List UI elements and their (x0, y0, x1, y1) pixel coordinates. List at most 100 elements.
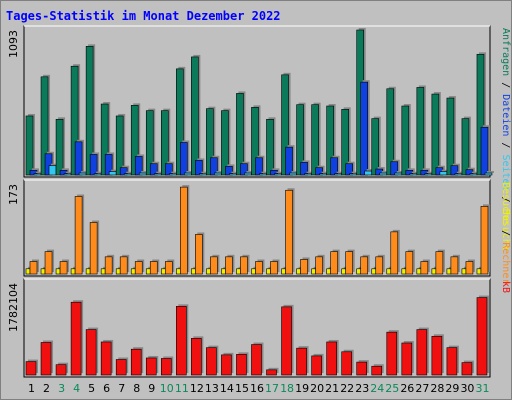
bar-requests-anfragen-day-1 (25, 115, 34, 176)
bar-visits-besuche-day-1 (25, 268, 31, 275)
x-tick-label-day-9: 9 (148, 382, 155, 395)
bar-requests-seiten-day-6 (108, 171, 117, 176)
bar-requests-dateien-day-5 (89, 154, 98, 176)
x-tick-label-day-3: 3 (58, 382, 65, 395)
bar-traffic-kb-day-25 (386, 331, 398, 376)
bar-traffic-kb-day-8 (130, 348, 142, 376)
bar-requests-seiten-day-16 (259, 173, 267, 176)
bar-visits-rechner-day-6 (104, 256, 113, 275)
bar-visits-besuche-day-23 (356, 268, 362, 275)
bar-requests-seiten-day-12-shadow (201, 171, 209, 173)
legend-part: / (500, 191, 511, 209)
bar-requests-seiten-day-6-shadow (111, 169, 119, 173)
bar-requests-seiten-day-11 (184, 172, 192, 176)
bar-visits-rechner-day-14 (225, 256, 233, 275)
bar-requests-seiten-day-25 (394, 172, 403, 176)
bar-requests-seiten-day-3 (63, 173, 72, 176)
bar-visits-besuche-day-16 (251, 268, 256, 275)
x-tick-label-day-28: 28 (430, 382, 444, 395)
bar-requests-anfragen-day-22 (341, 109, 349, 176)
bar-visits-besuche-day-18 (281, 268, 286, 275)
x-tick-label-day-30: 30 (460, 382, 474, 395)
bar-requests-seiten-day-10-shadow (171, 171, 179, 173)
bar-requests-seiten-day-2 (48, 165, 57, 176)
bar-requests-anfragen-day-31 (476, 53, 485, 176)
bar-visits-besuche-day-2 (40, 268, 46, 275)
x-tick-label-day-1: 1 (28, 382, 35, 395)
bar-visits-besuche-day-19 (296, 268, 301, 275)
bar-requests-seiten-day-25-shadow (396, 171, 404, 173)
bar-visits-besuche-day-14 (221, 268, 226, 275)
bar-requests-seiten-day-22 (349, 173, 357, 176)
bar-visits-rechner-day-28 (435, 251, 444, 275)
bar-traffic-kb-day-28 (431, 335, 443, 376)
legend-part: / (500, 76, 511, 94)
bar-requests-anfragen-day-21 (326, 105, 334, 176)
bar-visits-besuche-day-4 (70, 268, 76, 275)
bar-requests-seiten-day-21-shadow (336, 171, 344, 173)
bar-visits-besuche-day-22 (341, 268, 346, 275)
x-tick-label-day-21: 21 (325, 382, 339, 395)
bar-requests-seiten-day-18-shadow (291, 171, 299, 173)
bar-visits-rechner-day-26 (405, 251, 414, 275)
x-tick-label-day-10: 10 (160, 382, 174, 395)
bar-requests-seiten-day-15 (244, 172, 252, 176)
bar-visits-besuche-day-21 (326, 268, 331, 275)
panel-requests-ymax-label: 1093 (7, 30, 20, 58)
bar-traffic-kb-day-22 (341, 351, 352, 376)
bar-requests-anfragen-day-6 (100, 103, 109, 176)
bar-visits-rechner-day-27 (420, 261, 429, 275)
bar-requests-seiten-day-1 (33, 173, 42, 176)
bar-visits-besuche-day-10 (160, 268, 166, 275)
bar-requests-seiten-day-23 (364, 170, 373, 176)
bar-traffic-kb-day-11 (176, 306, 187, 376)
bar-requests-anfragen-day-7 (115, 115, 124, 176)
bar-visits-besuche-day-9 (145, 268, 151, 275)
bar-visits-besuche-day-28 (431, 268, 437, 275)
legend-part: / (500, 136, 511, 154)
bar-requests-dateien-day-9 (149, 163, 158, 176)
bar-requests-dateien-day-16 (255, 157, 263, 176)
x-tick-label-day-14: 14 (220, 382, 234, 395)
bar-requests-anfragen-day-16 (251, 107, 259, 176)
bar-requests-seiten-day-4 (78, 172, 87, 176)
x-tick-label-day-13: 13 (205, 382, 219, 395)
x-tick-label-day-17: 17 (265, 382, 279, 395)
bar-requests-dateien-day-15 (240, 163, 248, 176)
bar-visits-rechner-day-30 (465, 261, 474, 275)
bar-requests-seiten-day-13-shadow (216, 171, 224, 173)
bar-requests-seiten-day-3-shadow (66, 171, 74, 173)
bar-requests-anfragen-day-27 (416, 87, 425, 176)
bar-requests-anfragen-day-24 (371, 118, 380, 176)
bar-requests-dateien-day-19 (300, 162, 308, 176)
bar-traffic-kb-day-19 (296, 347, 307, 376)
bar-visits-rechner-day-18 (285, 189, 293, 275)
bar-visits-besuche-day-17 (266, 268, 271, 275)
bar-requests-seiten-day-30-shadow (471, 171, 479, 173)
bar-traffic-kb-day-24 (371, 365, 383, 376)
bar-requests-seiten-day-18 (289, 172, 297, 176)
bar-visits-besuche-day-13 (206, 268, 211, 275)
bar-visits-besuche-day-24 (371, 268, 377, 275)
bar-requests-seiten-day-10 (168, 173, 177, 176)
legend-part: Seiten (500, 154, 511, 190)
bar-visits-besuche-day-15 (236, 268, 241, 275)
bar-requests-anfragen-day-13 (206, 108, 214, 176)
bar-requests-anfragen-day-17 (266, 118, 274, 176)
bar-requests-anfragen-day-20 (311, 104, 319, 176)
bar-visits-rechner-day-1 (29, 261, 38, 275)
bar-requests-anfragen-day-3 (55, 118, 64, 176)
bar-requests-seiten-day-17 (274, 173, 282, 176)
bar-requests-seiten-day-8-shadow (141, 171, 149, 173)
x-tick-label-day-4: 4 (73, 382, 80, 395)
bar-traffic-kb-day-29 (446, 347, 458, 376)
bar-requests-anfragen-day-29 (446, 97, 455, 176)
bar-traffic-kb-day-9 (145, 357, 157, 376)
bar-requests-dateien-day-25 (390, 161, 399, 176)
bar-visits-rechner-day-31 (480, 206, 489, 275)
bar-requests-anfragen-day-2 (40, 76, 49, 176)
bar-requests-anfragen-day-4 (70, 65, 79, 176)
bar-traffic-kb-day-14 (221, 354, 232, 376)
bar-visits-besuche-day-12 (191, 268, 196, 275)
